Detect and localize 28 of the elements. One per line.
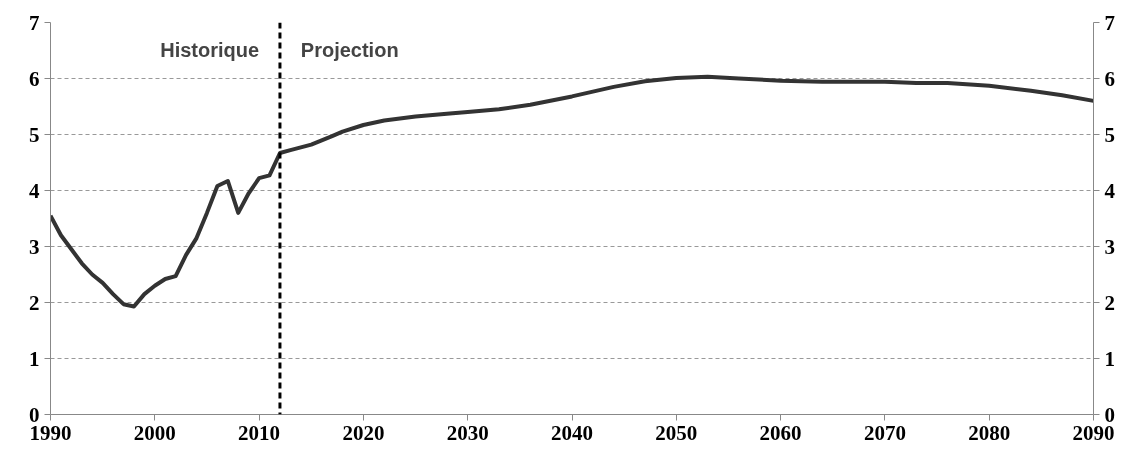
x-tick-label: 2070	[863, 420, 906, 445]
x-tick-label: 2010	[238, 420, 281, 445]
x-tick-label: 2020	[342, 420, 385, 445]
y2-tick-label: 3	[1104, 234, 1115, 259]
y2-tick-label: 4	[1104, 178, 1116, 203]
y-tick-label: 1	[29, 346, 40, 371]
y-tick-label: 5	[29, 122, 40, 147]
y2-tick-label: 7	[1104, 10, 1115, 35]
y-tick-label: 0	[29, 402, 40, 427]
x-tick-label: 2050	[655, 420, 698, 445]
x-tick-label: 2080	[968, 420, 1011, 445]
x-tick-label: 2060	[759, 420, 802, 445]
y-tick-label: 3	[29, 234, 40, 259]
y2-tick-label: 0	[1104, 402, 1115, 427]
y2-tick-label: 1	[1104, 346, 1115, 371]
y2-tick-label: 2	[1104, 290, 1115, 315]
annotation: Historique	[160, 38, 260, 61]
y-tick-label: 4	[29, 178, 40, 203]
y2-tick-label: 6	[1104, 66, 1115, 91]
x-tick-label: 2040	[551, 420, 593, 445]
line-series	[50, 74, 1094, 309]
y2-tick-label: 5	[1104, 122, 1115, 147]
x-tick-label: 2000	[133, 420, 176, 445]
y-tick-label: 7	[29, 10, 40, 35]
y-tick-label: 6	[29, 66, 40, 91]
annotation: Projection	[300, 38, 399, 61]
y-tick-label: 2	[29, 290, 40, 315]
x-tick-label: 2030	[446, 420, 489, 445]
